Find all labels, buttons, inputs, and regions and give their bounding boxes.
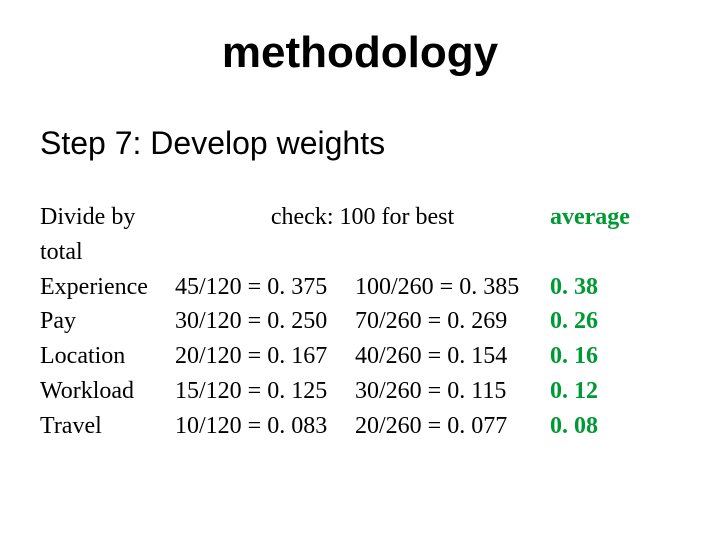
table-header-row: Divide by total check: 100 for best aver… [40, 200, 660, 270]
slide-title: methodology [0, 28, 720, 78]
header-label: Divide by total [40, 200, 175, 270]
row-label: Pay [40, 304, 175, 339]
row-calc1: 20/120 = 0. 167 [175, 339, 355, 374]
header-average: average [550, 200, 660, 270]
header-check: check: 100 for best [175, 200, 550, 270]
table-row: Pay 30/120 = 0. 250 70/260 = 0. 269 0. 2… [40, 304, 660, 339]
row-calc2: 30/260 = 0. 115 [355, 374, 550, 409]
row-label: Location [40, 339, 175, 374]
row-calc2: 100/260 = 0. 385 [355, 270, 550, 305]
row-calc2: 70/260 = 0. 269 [355, 304, 550, 339]
table-row: Experience 45/120 = 0. 375 100/260 = 0. … [40, 270, 660, 305]
row-label: Travel [40, 409, 175, 444]
row-calc1: 30/120 = 0. 250 [175, 304, 355, 339]
row-average: 0. 08 [550, 409, 660, 444]
row-calc1: 45/120 = 0. 375 [175, 270, 355, 305]
table-row: Travel 10/120 = 0. 083 20/260 = 0. 077 0… [40, 409, 660, 444]
slide-subtitle: Step 7: Develop weights [40, 125, 385, 162]
row-label: Workload [40, 374, 175, 409]
row-calc1: 15/120 = 0. 125 [175, 374, 355, 409]
row-calc1: 10/120 = 0. 083 [175, 409, 355, 444]
row-calc2: 40/260 = 0. 154 [355, 339, 550, 374]
row-average: 0. 26 [550, 304, 660, 339]
row-calc2: 20/260 = 0. 077 [355, 409, 550, 444]
row-label: Experience [40, 270, 175, 305]
table-row: Location 20/120 = 0. 167 40/260 = 0. 154… [40, 339, 660, 374]
row-average: 0. 12 [550, 374, 660, 409]
row-average: 0. 16 [550, 339, 660, 374]
slide: methodology Step 7: Develop weights Divi… [0, 0, 720, 540]
row-average: 0. 38 [550, 270, 660, 305]
weights-table: Divide by total check: 100 for best aver… [40, 200, 660, 444]
table-row: Workload 15/120 = 0. 125 30/260 = 0. 115… [40, 374, 660, 409]
